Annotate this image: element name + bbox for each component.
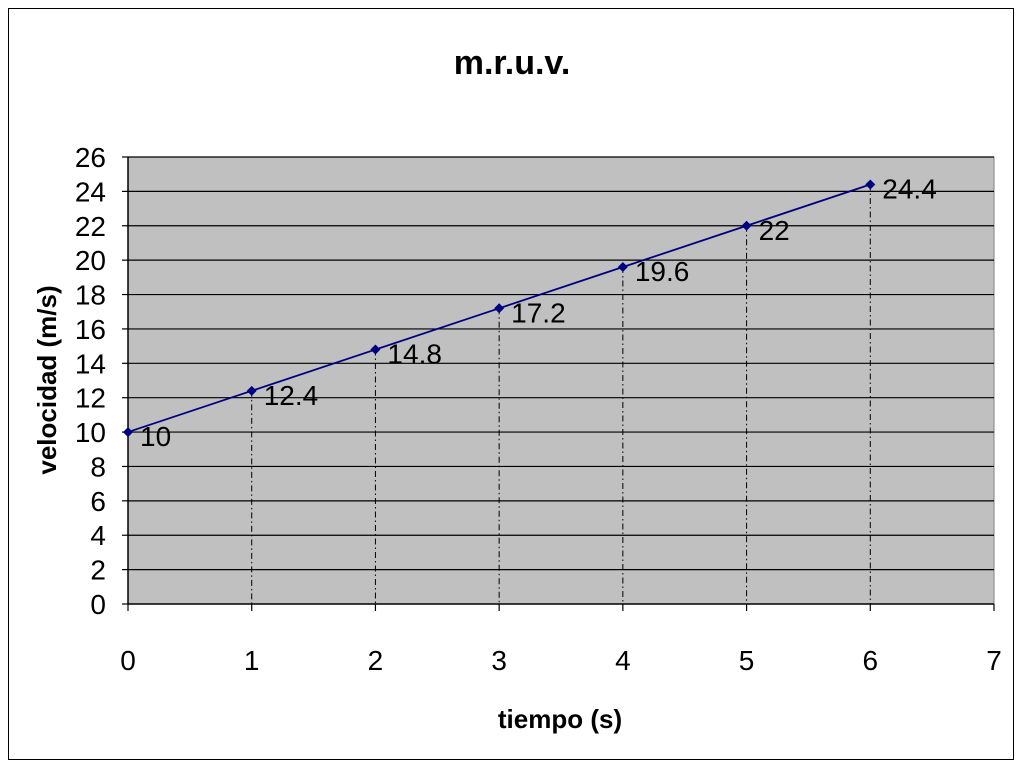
data-point-marker: [865, 179, 876, 190]
data-point-marker: [617, 262, 628, 273]
gridlines: [128, 156, 994, 571]
x-tick-label: 2: [368, 645, 384, 676]
y-tick-label: 16: [75, 314, 106, 345]
y-tick-label: 18: [75, 280, 106, 311]
x-tick-label: 7: [986, 645, 1002, 676]
y-tick-label: 22: [75, 211, 106, 242]
y-tick-label: 4: [90, 520, 106, 551]
data-point-marker: [123, 427, 133, 438]
data-label: 17.2: [511, 297, 565, 328]
series: [123, 179, 876, 438]
y-tick-label: 20: [75, 245, 106, 276]
x-tick-labels: 0 1 2 3 4 5 6 7: [120, 645, 1002, 676]
drop-lines: [251, 184, 871, 604]
data-labels: 10 12.4 14.8 17.2 19.6 22 24.4: [140, 174, 937, 453]
y-tick-label: 6: [90, 486, 106, 517]
data-point-marker: [246, 385, 257, 396]
data-point-marker: [370, 344, 381, 355]
chart-title: m.r.u.v.: [454, 44, 571, 82]
plot-area: [127, 156, 995, 605]
data-point-marker: [741, 220, 752, 231]
data-label: 19.6: [635, 256, 690, 287]
y-tick-label: 2: [90, 555, 106, 586]
y-tick-label: 8: [90, 451, 106, 482]
x-tick-label: 4: [615, 645, 631, 676]
y-tick-label: 24: [75, 176, 106, 207]
x-tick-label: 6: [862, 645, 878, 676]
x-tick-label: 5: [739, 645, 755, 676]
x-tick-label: 0: [120, 645, 136, 676]
data-label: 22: [759, 215, 790, 246]
axes: [122, 156, 995, 611]
y-tick-label: 12: [75, 383, 106, 414]
y-tick-label: 10: [75, 417, 106, 448]
x-tick-label: 3: [491, 645, 507, 676]
y-axis-label: velocidad (m/s): [32, 285, 62, 474]
data-label: 10: [140, 421, 171, 452]
x-axis-label: tiempo (s): [498, 704, 622, 734]
data-label: 12.4: [264, 380, 319, 411]
x-tick-label: 1: [244, 645, 260, 676]
data-point-marker: [494, 303, 505, 314]
y-tick-label: 26: [75, 142, 106, 173]
y-tick-label: 14: [75, 348, 106, 379]
y-tick-label: 0: [90, 589, 106, 620]
data-label: 14.8: [387, 339, 442, 370]
data-label: 24.4: [882, 174, 937, 205]
